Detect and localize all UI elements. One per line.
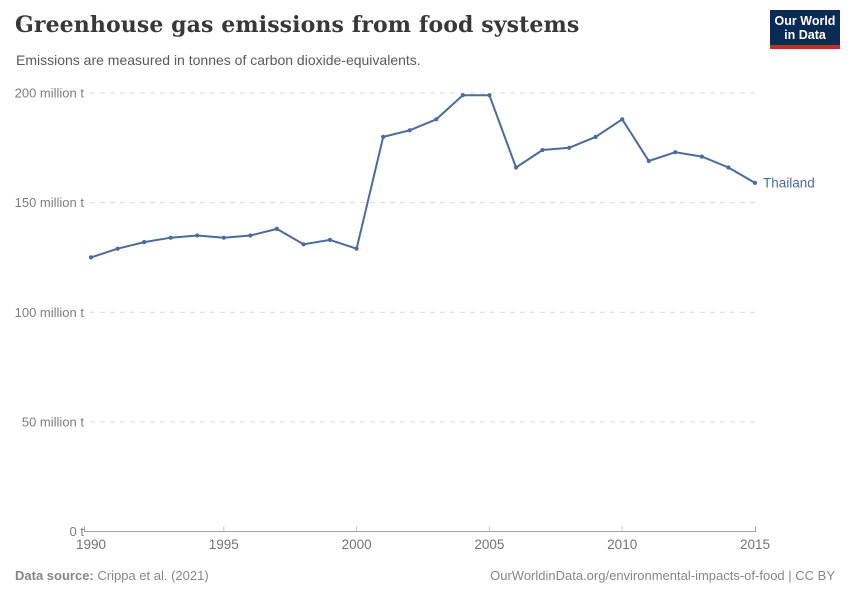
y-axis-tick-label: 150 million t [15, 195, 85, 210]
series-line-thailand [90, 94, 756, 259]
data-point [381, 134, 386, 139]
data-point [407, 128, 412, 133]
data-point [88, 255, 94, 260]
y-axis-tick-label: 100 million t [15, 305, 85, 320]
y-axis-tick-label: 50 million t [22, 414, 85, 429]
data-source-value: Crippa et al. (2021) [97, 568, 209, 583]
data-point [646, 158, 651, 164]
owid-logo[interactable]: Our World in Data [770, 10, 840, 49]
series-label-thailand: Thailand [763, 175, 815, 190]
data-point [726, 165, 731, 170]
data-point [620, 117, 625, 122]
data-point [142, 240, 147, 245]
data-source: Data source: Crippa et al. (2021) [15, 568, 209, 583]
data-point [301, 242, 306, 247]
x-axis-tick-label: 1990 [76, 537, 106, 552]
x-axis-tick-label: 2015 [740, 537, 770, 552]
x-axis-tick-label: 1995 [209, 537, 239, 552]
data-point [248, 233, 253, 238]
data-source-label: Data source: [15, 568, 94, 583]
x-axis-tick-label: 2005 [474, 537, 504, 552]
data-point [195, 233, 200, 238]
data-point [673, 150, 678, 155]
data-point [168, 235, 173, 240]
x-axis-tick-label: 2000 [342, 537, 372, 552]
data-point [752, 180, 758, 185]
data-point [487, 93, 492, 98]
data-point [434, 117, 439, 122]
data-point [567, 145, 572, 150]
data-point [221, 235, 226, 240]
owid-logo-line2: in Data [784, 27, 826, 42]
data-point [274, 226, 279, 231]
y-axis-tick-label: 200 million t [15, 86, 85, 101]
data-point [540, 147, 545, 153]
data-point [460, 93, 465, 98]
page-title: Greenhouse gas emissions from food syste… [15, 12, 580, 38]
data-point [327, 237, 333, 242]
data-point [513, 165, 519, 170]
data-point [699, 154, 705, 159]
owid-logo-line1: Our World [774, 13, 836, 28]
x-axis-tick-label: 2010 [607, 537, 637, 552]
attribution-link[interactable]: OurWorldinData.org/environmental-impacts… [490, 568, 835, 583]
data-point [354, 246, 359, 251]
data-point [115, 246, 120, 251]
chart-subtitle: Emissions are measured in tonnes of carb… [16, 52, 421, 68]
data-point [593, 134, 598, 139]
y-axis-tick-label: 0 t [70, 524, 85, 539]
